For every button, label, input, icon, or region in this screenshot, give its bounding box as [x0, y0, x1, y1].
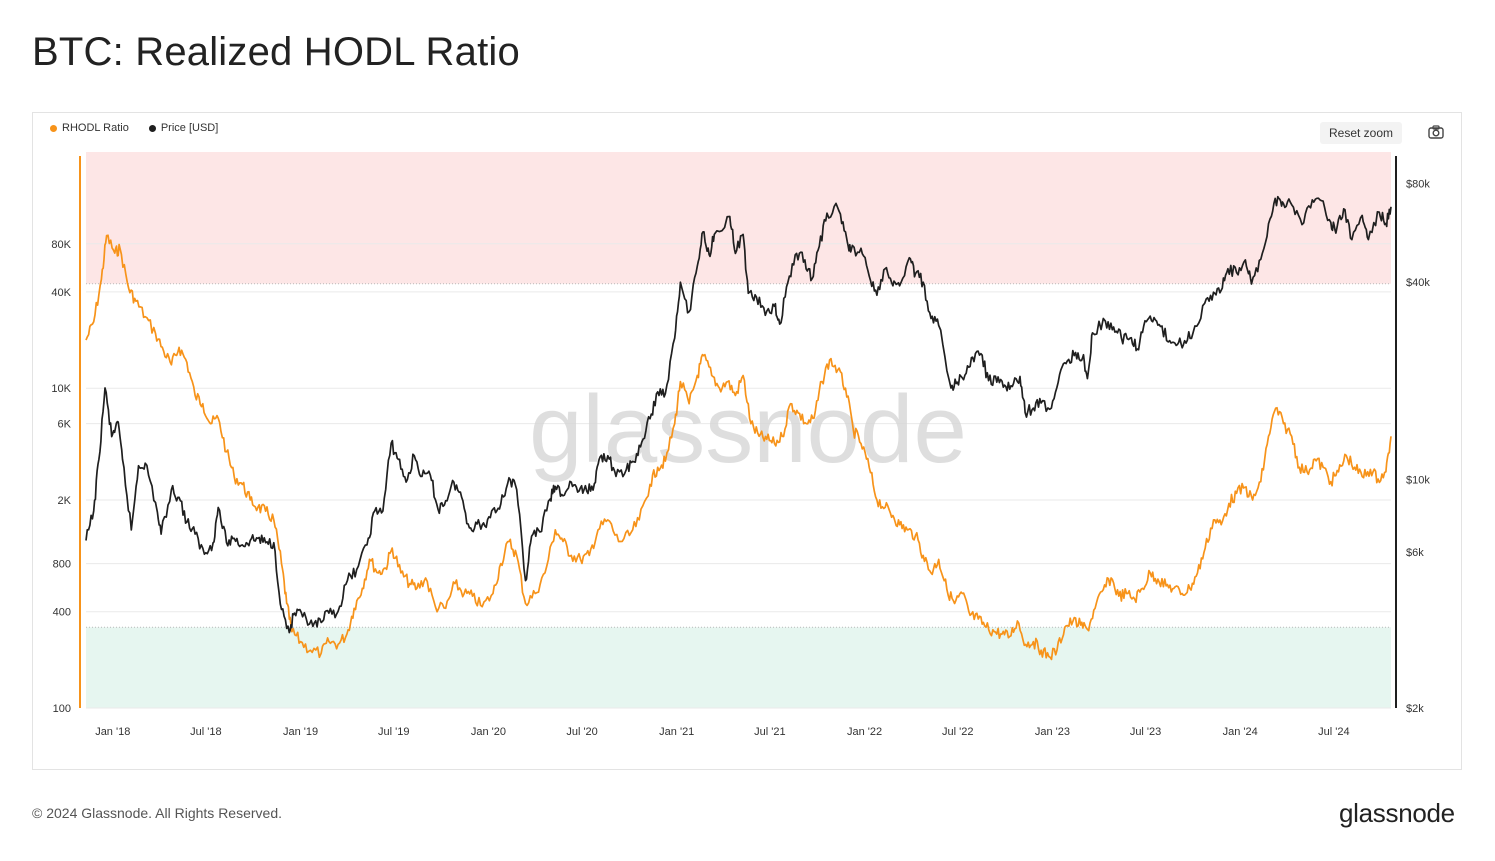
camera-icon[interactable]: [1427, 124, 1445, 140]
x-tick-label: Jul '20: [566, 726, 597, 738]
watermark-text: glassnode: [529, 376, 967, 483]
x-tick-label: Jan '19: [283, 726, 318, 738]
legend-dot-price: [148, 124, 156, 132]
page-title: BTC: Realized HODL Ratio: [32, 30, 520, 74]
x-tick-label: Jul '21: [754, 726, 785, 738]
legend-dot-rhodl: [50, 124, 57, 132]
right-tick-label: $2k: [1406, 703, 1424, 715]
series-line-rhodl: [85, 234, 1392, 661]
legend: RHODL Ratio Price [USD]: [50, 122, 218, 134]
right-tick-label: $10k: [1406, 474, 1430, 486]
x-tick-label: Jul '19: [378, 726, 409, 738]
left-tick-label: 40K: [51, 287, 71, 299]
legend-item-rhodl[interactable]: RHODL Ratio: [50, 122, 129, 134]
x-tick-label: Jul '24: [1318, 726, 1349, 738]
right-tick-label: $6k: [1406, 547, 1424, 559]
x-tick-label: Jul '18: [190, 726, 221, 738]
reset-zoom-button[interactable]: Reset zoom: [1320, 122, 1403, 144]
band-lower: [86, 627, 1391, 708]
x-tick-label: Jan '21: [659, 726, 694, 738]
x-tick-label: Jan '23: [1035, 726, 1070, 738]
right-tick-label: $40k: [1406, 277, 1430, 289]
series-line-price: [85, 195, 1392, 634]
left-tick-label: 100: [53, 703, 71, 715]
left-tick-label: 10K: [51, 383, 71, 395]
x-tick-label: Jan '18: [95, 726, 130, 738]
right-tick-label: $80k: [1406, 179, 1430, 191]
left-tick-label: 80K: [51, 239, 71, 251]
legend-label-price: Price [USD]: [160, 122, 219, 134]
band-upper: [86, 152, 1391, 284]
legend-item-price[interactable]: Price [USD]: [148, 122, 219, 134]
x-tick-label: Jul '22: [942, 726, 973, 738]
left-tick-label: 800: [53, 559, 71, 571]
x-tick-label: Jan '22: [847, 726, 882, 738]
x-tick-label: Jul '23: [1130, 726, 1161, 738]
left-tick-label: 2K: [58, 495, 72, 507]
brand-logo: glassnode: [1339, 798, 1455, 828]
left-tick-label: 6K: [58, 419, 72, 431]
x-tick-label: Jan '24: [1223, 726, 1258, 738]
chart-frame: [32, 112, 1462, 770]
legend-label-rhodl: RHODL Ratio: [62, 122, 129, 134]
copyright-text: © 2024 Glassnode. All Rights Reserved.: [32, 805, 283, 821]
x-tick-label: Jan '20: [471, 726, 506, 738]
left-tick-label: 400: [53, 607, 71, 619]
